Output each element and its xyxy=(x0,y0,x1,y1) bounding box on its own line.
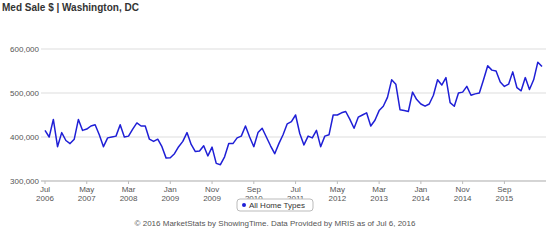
legend-box xyxy=(237,199,313,211)
x-tick-label-part: Jan xyxy=(414,185,427,194)
chart: Med Sale $ | Washington, DC 300,000 400,00… xyxy=(0,0,550,231)
x-tick xyxy=(128,181,129,184)
x-tick xyxy=(462,181,463,184)
x-tick xyxy=(379,181,380,184)
x-tick-label: Mar2008 xyxy=(120,185,138,203)
x-tick-label: Jan2009 xyxy=(161,185,179,203)
x-tick-label: Nov2014 xyxy=(454,185,472,203)
x-tick-label-part: Jul xyxy=(40,185,50,194)
x-tick-label-part: 2014 xyxy=(454,194,472,203)
x-tick-label-part: Nov xyxy=(456,185,470,194)
x-axis xyxy=(41,181,546,182)
x-tick-label: May2007 xyxy=(78,185,96,203)
x-tick-label-part: 2006 xyxy=(36,194,54,203)
x-tick xyxy=(253,181,254,184)
legend-item[interactable]: All Home Types xyxy=(237,199,313,211)
x-tick-label-part: 2015 xyxy=(496,194,514,203)
x-tick-label: Nov2009 xyxy=(203,185,221,203)
x-tick-label-part: Jul xyxy=(290,185,300,194)
x-tick xyxy=(170,181,171,184)
x-tick-label-part: 2014 xyxy=(412,194,430,203)
x-tick-label-part: Nov xyxy=(205,185,219,194)
x-tick xyxy=(337,181,338,184)
x-tick xyxy=(45,181,46,184)
x-tick-label-part: 2007 xyxy=(78,194,96,203)
plot-area xyxy=(45,62,542,165)
grid-line xyxy=(41,49,546,50)
x-tick-label-part: May xyxy=(79,185,94,194)
x-tick-label-part: 2012 xyxy=(328,194,346,203)
x-tick-label: Jul2006 xyxy=(36,185,54,203)
x-tick-label-part: 2009 xyxy=(161,194,179,203)
legend-label: All Home Types xyxy=(249,201,305,210)
y-tick-label: 600,000 xyxy=(10,45,39,54)
x-tick-label-part: Mar xyxy=(372,185,386,194)
y-tick-label: 300,000 xyxy=(10,177,39,186)
x-tick-label: Jan2014 xyxy=(412,185,430,203)
x-tick-label-part: Jan xyxy=(164,185,177,194)
x-tick xyxy=(295,181,296,184)
grid-line xyxy=(41,181,546,182)
y-tick-label: 500,000 xyxy=(10,89,39,98)
x-tick xyxy=(504,181,505,184)
footer-note: © 2016 MarketStats by ShowingTime. Data … xyxy=(135,219,416,228)
x-tick-label-part: 2013 xyxy=(370,194,388,203)
grid-line xyxy=(41,137,546,138)
x-tick xyxy=(420,181,421,184)
x-tick-label-part: Mar xyxy=(122,185,136,194)
x-tick-label-part: Sep xyxy=(247,185,262,194)
x-tick-label-part: Sep xyxy=(497,185,512,194)
title: Med Sale $ | Washington, DC xyxy=(2,2,139,13)
x-tick-label: Sep2015 xyxy=(496,185,514,203)
x-tick-label: Mar2013 xyxy=(370,185,388,203)
x-tick-label-part: 2008 xyxy=(120,194,138,203)
x-tick-label-part: May xyxy=(330,185,345,194)
x-tick-label: May2012 xyxy=(328,185,346,203)
x-tick xyxy=(86,181,87,184)
series-line xyxy=(45,62,542,165)
x-tick-label-part: 2009 xyxy=(203,194,221,203)
x-tick xyxy=(212,181,213,184)
legend-swatch xyxy=(242,203,246,207)
y-tick-label: 400,000 xyxy=(10,133,39,142)
